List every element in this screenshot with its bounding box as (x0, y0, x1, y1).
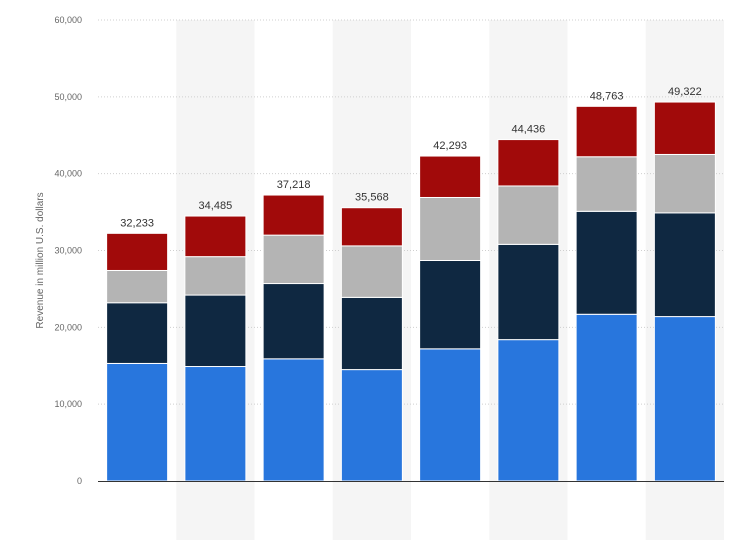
bar-segment (497, 243, 560, 341)
bar-segment (106, 269, 169, 304)
bar-segment (340, 369, 403, 482)
gridlines (98, 19, 724, 405)
bar-segment (184, 366, 247, 482)
total-label: 42,293 (433, 140, 467, 152)
bar-segment (575, 105, 638, 158)
total-label: 49,322 (668, 86, 702, 98)
bar-segment (575, 210, 638, 315)
bar-segment (653, 101, 716, 155)
y-tick-label: 10,000 (54, 399, 82, 409)
total-label: 34,485 (199, 200, 233, 212)
bar-segment (106, 302, 169, 364)
bar-segment (262, 234, 325, 285)
bar-segment (653, 153, 716, 214)
bar-segment (262, 358, 325, 482)
bar-segment (575, 156, 638, 212)
bars (106, 101, 716, 482)
y-tick-label: 0 (77, 476, 82, 486)
total-label: 37,218 (277, 179, 311, 191)
bar-segment (653, 212, 716, 318)
bar-segment (340, 245, 403, 298)
total-label: 35,568 (355, 192, 389, 204)
bar-segment (340, 296, 403, 371)
bar-segment (419, 259, 482, 350)
bar-segment (340, 207, 403, 247)
bar-segment (184, 215, 247, 258)
total-label: 32,233 (120, 217, 154, 229)
total-label: 44,436 (512, 124, 546, 136)
bar-segment (419, 155, 482, 198)
y-tick-label: 20,000 (54, 322, 82, 332)
bar-segment (262, 194, 325, 236)
bar-segment (106, 232, 169, 271)
bar-segment (419, 196, 482, 261)
bar-segment (419, 348, 482, 482)
bar-segment (497, 139, 560, 187)
bar-segment (184, 256, 247, 296)
total-labels: 32,233 34,485 37,218 35,568 42,293 44,436 48,7… (120, 86, 701, 229)
y-tick-label: 40,000 (54, 169, 82, 179)
y-tick-label: 50,000 (54, 92, 82, 102)
y-tick-label: 30,000 (54, 246, 82, 256)
bar-segment (184, 294, 247, 368)
bar-segment (575, 313, 638, 482)
bar-segment (262, 283, 325, 360)
bar-segment (497, 339, 560, 482)
total-label: 48,763 (590, 90, 624, 102)
bar-segment (497, 185, 560, 245)
bar-segment (653, 316, 716, 482)
y-tick-label: 60,000 (54, 15, 82, 25)
y-axis-title: Revenue in million U.S. dollars (35, 192, 46, 328)
bar-segment (106, 362, 169, 482)
y-axis-ticks: 0 10,000 20,000 30,000 40,000 50,000 60,000 (54, 15, 82, 486)
